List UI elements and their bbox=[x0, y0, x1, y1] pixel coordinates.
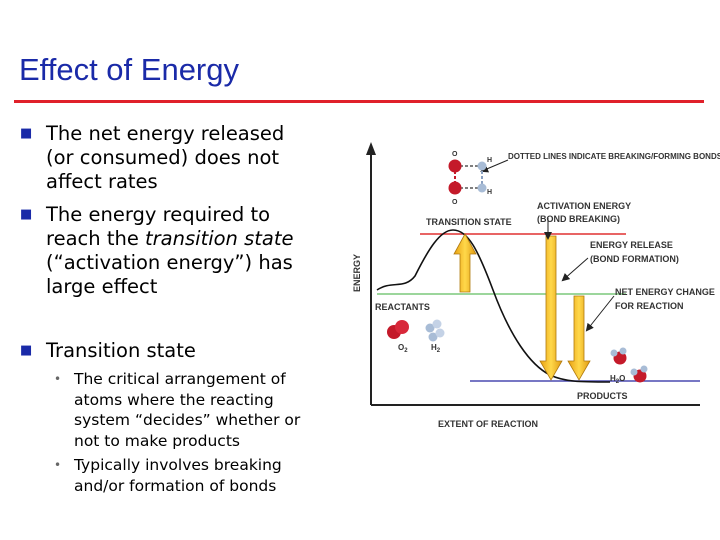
net-energy-change-sublabel: FOR REACTION bbox=[615, 301, 684, 311]
net-energy-change-label: NET ENERGY CHANGE bbox=[615, 287, 715, 297]
callout-pointer bbox=[585, 295, 615, 332]
subbullet-critical: • The critical arrangement of atoms wher… bbox=[54, 369, 300, 451]
energy-diagram: ENERGY EXTENT OF REACTION TRANSITION STA… bbox=[352, 142, 720, 429]
bullet-marker: ■ bbox=[20, 126, 33, 141]
bullet-marker: ■ bbox=[20, 343, 33, 358]
hydrogen-atom bbox=[477, 183, 487, 193]
bullet-energy-required: ■ The energy required to reach the trans… bbox=[20, 203, 294, 299]
molecule-label: H2O bbox=[610, 374, 625, 385]
subbullet-line: not to make products bbox=[74, 431, 240, 450]
activation-energy-label: ACTIVATION ENERGY bbox=[537, 201, 631, 211]
slide-title: Effect of Energy bbox=[19, 52, 239, 87]
atom-label: H bbox=[487, 157, 492, 164]
molecule-label: H2 bbox=[431, 343, 441, 354]
subbullet-line: atoms where the reacting bbox=[74, 390, 274, 409]
subbullet-line: The critical arrangement of bbox=[74, 370, 286, 388]
energy-release-label: ENERGY RELEASE bbox=[590, 240, 673, 250]
atom-label: O bbox=[452, 199, 458, 206]
transition-state-molecule: O O H H bbox=[448, 151, 492, 206]
bullet-line: large effect bbox=[46, 275, 158, 298]
subbullet-line: system “decides” whether or bbox=[74, 411, 301, 429]
subbullet-marker: • bbox=[54, 458, 62, 472]
transition-state-label: TRANSITION STATE bbox=[426, 217, 512, 227]
subbullet-involves: • Typically involves breaking and/or for… bbox=[54, 455, 282, 496]
callout-pointer bbox=[480, 159, 509, 173]
callout-pointer bbox=[561, 257, 589, 282]
bullet-line: Transition state bbox=[46, 339, 196, 362]
bullet-text: reach the bbox=[46, 227, 146, 250]
oxygen-molecule: O2 bbox=[387, 320, 409, 354]
hydrogen-atom bbox=[477, 161, 487, 171]
bullet-line: The net energy released bbox=[46, 122, 285, 145]
x-axis-label: EXTENT OF REACTION bbox=[438, 419, 538, 429]
hydrogen-molecule: H2 bbox=[425, 319, 445, 354]
oxygen-atom bbox=[448, 181, 462, 195]
atom-label: H bbox=[487, 189, 492, 196]
y-axis-label: ENERGY bbox=[352, 254, 362, 292]
subbullet-marker: • bbox=[54, 372, 62, 386]
water-molecule: H2O bbox=[610, 347, 648, 385]
activation-energy-sublabel: (BOND BREAKING) bbox=[537, 214, 620, 224]
subbullet-line: Typically involves breaking bbox=[74, 456, 282, 474]
y-axis-arrowhead bbox=[366, 142, 376, 155]
dotted-lines-note: DOTTED LINES INDICATE BREAKING/FORMING B… bbox=[508, 152, 720, 161]
bullet-marker: ■ bbox=[20, 207, 33, 222]
products-label: PRODUCTS bbox=[577, 391, 628, 401]
subbullet-line: and/or formation of bonds bbox=[74, 476, 277, 495]
reactants-label: REACTANTS bbox=[375, 302, 430, 312]
bullet-line: reach the transition state bbox=[20, 227, 294, 251]
molecule-label: O2 bbox=[398, 343, 408, 354]
activation-energy-arrow bbox=[453, 233, 477, 293]
bullet-line: (“activation energy”) has bbox=[46, 251, 293, 274]
energy-release-arrow bbox=[539, 235, 563, 381]
emphasis-text: transition state bbox=[145, 227, 294, 250]
oxygen-atom bbox=[448, 159, 462, 173]
title-divider bbox=[14, 100, 704, 103]
atom-label: O bbox=[452, 151, 458, 158]
net-energy-change-arrow bbox=[567, 295, 591, 381]
bullet-transition-state: ■ Transition state bbox=[20, 339, 196, 363]
energy-release-sublabel: (BOND FORMATION) bbox=[590, 254, 679, 264]
bullet-line: The energy required to bbox=[46, 203, 271, 226]
bullet-line: (or consumed) does not bbox=[46, 146, 280, 169]
bullet-line: affect rates bbox=[46, 170, 158, 193]
bullet-net-energy: ■ The net energy released (or consumed) … bbox=[20, 122, 284, 194]
